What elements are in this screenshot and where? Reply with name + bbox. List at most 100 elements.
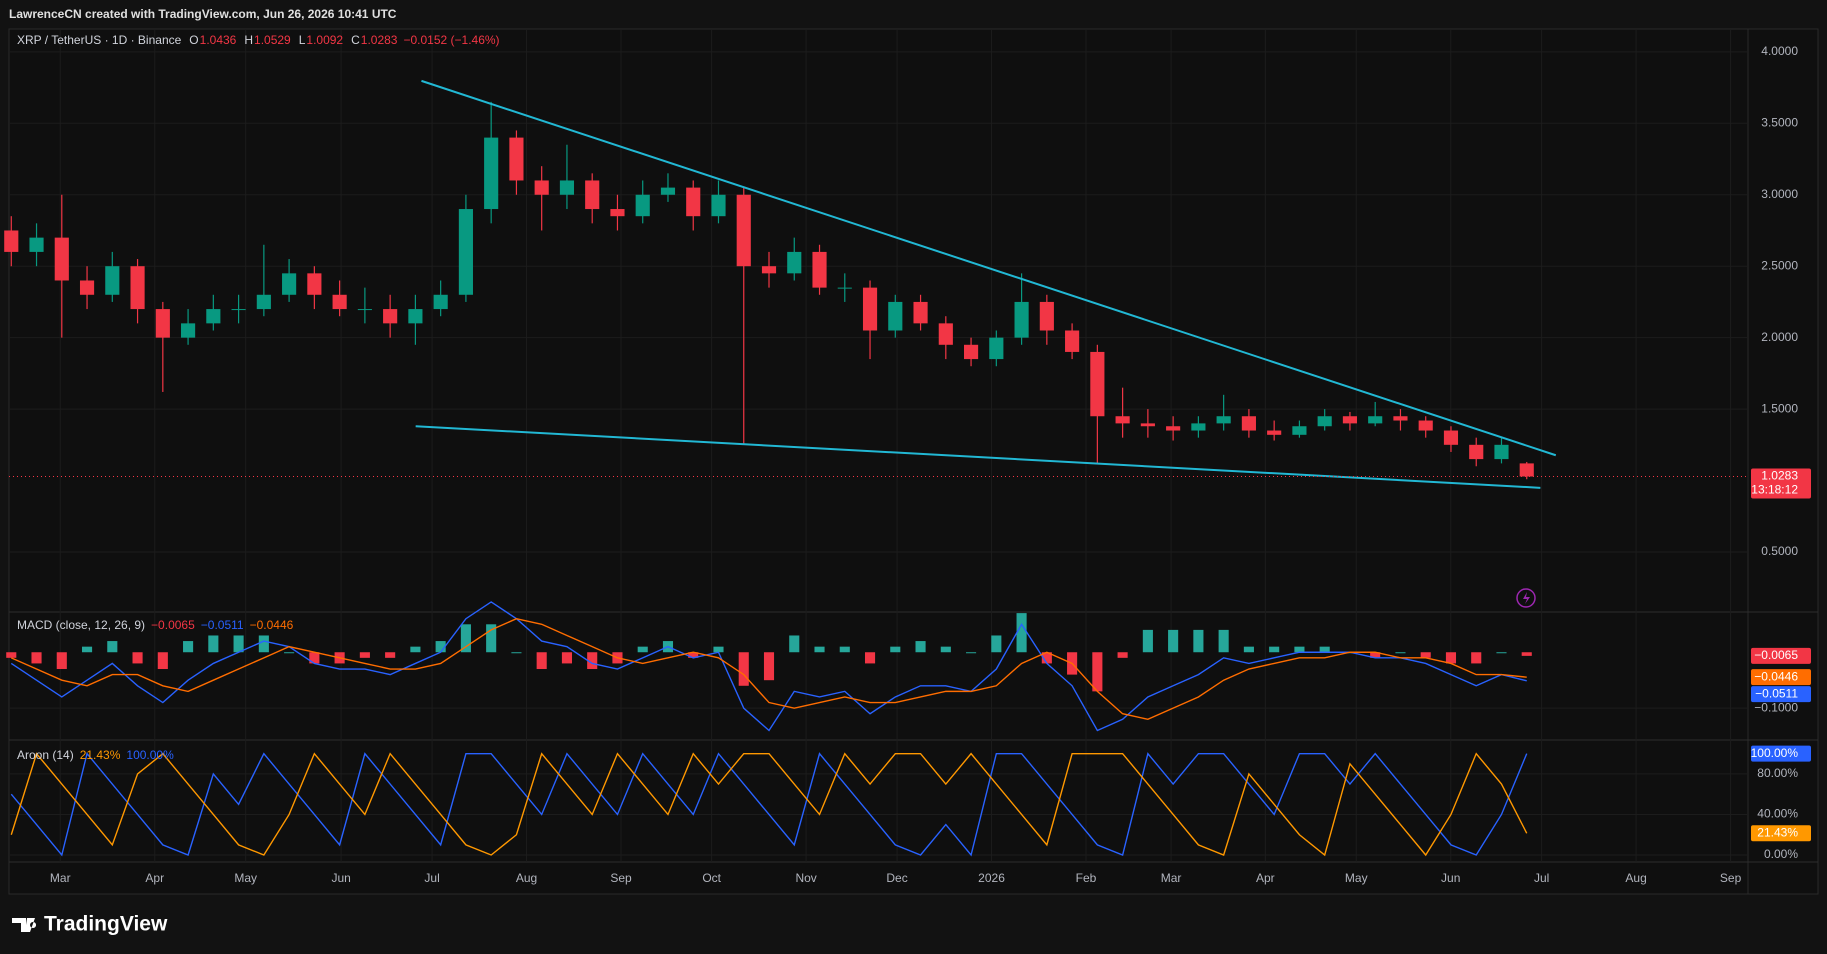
price-tag [1751,825,1811,842]
candle-body [1140,423,1155,427]
histogram-bar [31,652,42,664]
y-tick-label: −0.1000 [1754,700,1798,714]
price-tag [1751,647,1811,664]
price-tag [1751,468,1811,499]
x-tick-label: Jul [424,871,439,885]
candle-body [54,237,69,281]
price-tag-label: 1.0283 [1761,469,1798,483]
histogram-bar [738,652,749,686]
histogram-bar [864,652,876,664]
x-tick-label: Sep [610,871,632,885]
indicator-line [10,752,1528,857]
candle-body [484,137,499,210]
candle-body [1014,301,1029,338]
histogram-bar [587,652,598,670]
trendline [415,425,1541,489]
candle-body [181,323,196,338]
candle-body [357,309,372,311]
legend-value: 1.0436 [200,33,237,47]
histogram-bar [991,635,1002,653]
candle-body [509,137,524,181]
candle-body [1241,416,1256,431]
legend-value: 21.43% [80,748,121,762]
candle-body [1469,444,1484,460]
histogram-bar [435,641,446,653]
x-tick-label: Mar [50,871,71,885]
candle-body [963,344,979,360]
candle-body [4,230,19,252]
candle-body [787,251,802,274]
y-tick-label: 0.00% [1764,847,1798,861]
price-tag-label: 21.43% [1757,825,1798,839]
histogram-bar [1142,629,1153,653]
histogram-bar [1319,646,1330,653]
histogram-bar [511,652,522,654]
histogram-bar [1016,613,1027,653]
candle-body [1216,416,1231,424]
histogram-bar [1370,652,1381,658]
legend-value: 1.0283 [361,33,398,47]
candle-body [1368,416,1383,424]
y-tick-label: 4.0000 [1761,44,1798,58]
histogram-bar [385,652,396,658]
candle-body [1519,463,1534,477]
candle-body [686,187,701,217]
alert-circle [1516,588,1536,608]
legend: Aroon (14) 21.43% 100.00% [17,748,174,762]
candle-body [1443,430,1459,445]
candle-body [105,266,120,295]
legend: MACD (close, 12, 26, 9) −0.0065 −0.0511 −0.… [17,618,294,632]
candle-body [761,266,777,274]
candle-body [155,309,170,338]
candle-body [1090,351,1105,417]
x-tick-label: Feb [1076,871,1097,885]
histogram-bar [1445,652,1457,664]
candle-body [383,309,398,324]
candle-body [534,180,549,195]
alert-bolt [1523,592,1530,604]
histogram-bar [258,635,269,653]
legend-key: O [189,33,198,47]
histogram-bar [410,646,421,653]
chart-frame [8,28,1819,895]
x-tick-label: Apr [145,871,164,885]
candle-body [913,301,928,324]
legend-title: Aroon (14) [17,748,74,762]
candle-body [458,209,473,295]
legend-title: MACD (close, 12, 26, 9) [17,618,145,632]
countdown-label: 13:18:12 [1751,483,1798,497]
logo: TradingView [12,913,168,936]
histogram-bar [1521,652,1532,656]
indicator-line [10,752,1528,857]
price-tag-label: −0.0065 [1754,648,1798,662]
candle-body [130,266,145,310]
legend-key: C [351,33,360,47]
histogram-bar [1117,652,1128,658]
histogram-bar [1269,646,1280,653]
x-tick-label: May [1345,871,1368,885]
x-tick-label: Aug [516,871,537,885]
x-tick-label: Apr [1256,871,1275,885]
histogram-bar [1092,652,1103,692]
histogram-bar [157,652,168,670]
histogram-bar [839,646,850,653]
candle-body [1317,416,1332,427]
logo-mark [12,918,37,932]
histogram-bar [561,652,572,664]
candle-body [1039,301,1054,331]
indicator-line [10,617,1527,721]
histogram-bar [940,646,951,653]
x-tick-label: Nov [795,871,816,885]
histogram-bar [208,635,219,653]
histogram-bar [890,646,901,653]
candle-body [635,194,650,217]
candle-body [79,280,95,295]
histogram-bar [1193,629,1204,653]
candle-body [1115,416,1130,424]
x-tick-label: Aug [1625,871,1646,885]
candle-body [206,309,221,324]
x-tick-label: May [234,871,257,885]
x-tick-label: Dec [886,871,907,885]
x-tick-label: 2026 [978,871,1005,885]
legend-key: H [244,33,253,47]
